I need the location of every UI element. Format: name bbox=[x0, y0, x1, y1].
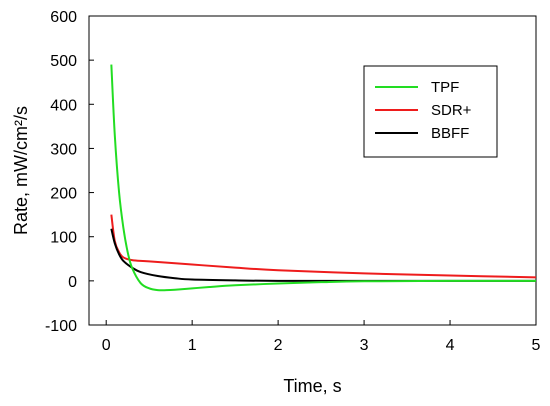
series-layer bbox=[110, 64, 537, 292]
y-tick-label: 200 bbox=[50, 186, 77, 203]
y-tick-label: 300 bbox=[50, 141, 77, 158]
legend-label: BBFF bbox=[431, 125, 469, 142]
x-tick-label: 0 bbox=[102, 337, 111, 354]
plot-area: -100 0 100 200 300 400 500 600 0 1 2 3 4 5 bbox=[45, 9, 541, 354]
y-tick-label: 100 bbox=[50, 230, 77, 247]
x-tick-label: 2 bbox=[274, 337, 283, 354]
y-axis-label: Rate, mW/cm²/s bbox=[11, 106, 31, 235]
x-axis-label: Time, s bbox=[283, 376, 341, 396]
x-tick-label: 5 bbox=[532, 337, 541, 354]
y-tick-label: -100 bbox=[45, 318, 77, 335]
y-tick-label: 0 bbox=[68, 274, 77, 291]
legend-label: TPF bbox=[431, 79, 459, 96]
series-line-tpf bbox=[110, 64, 537, 292]
y-tick-label: 600 bbox=[50, 9, 77, 26]
x-tick-label: 4 bbox=[446, 337, 455, 354]
series-line-bbff bbox=[110, 228, 536, 282]
plot-frame bbox=[88, 15, 537, 326]
legend: TPF SDR+ BBFF bbox=[363, 65, 498, 158]
y-tick-label: 500 bbox=[50, 53, 77, 70]
legend-label: SDR+ bbox=[431, 102, 472, 119]
x-tick-label: 1 bbox=[188, 337, 197, 354]
x-tick-label: 3 bbox=[360, 337, 369, 354]
ticks-layer: -100 0 100 200 300 400 500 600 0 1 2 3 4 5 bbox=[45, 9, 541, 354]
series-line-sdr bbox=[110, 214, 537, 279]
y-tick-label: 400 bbox=[50, 97, 77, 114]
legend-box bbox=[363, 65, 498, 158]
